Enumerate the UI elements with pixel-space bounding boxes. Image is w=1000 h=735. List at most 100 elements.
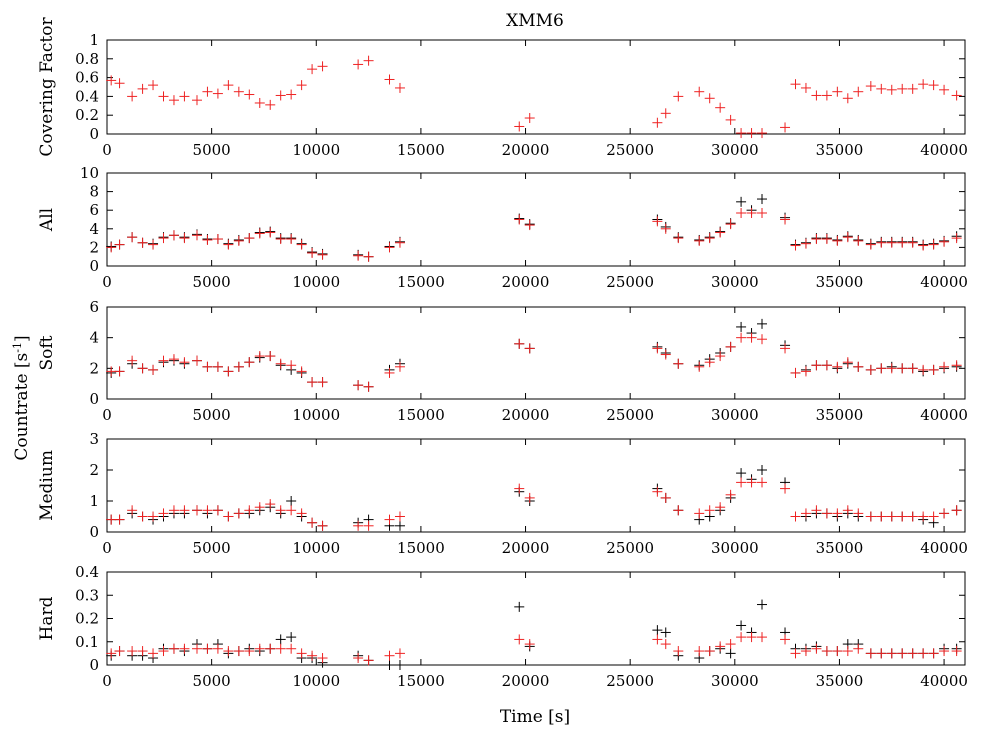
y-tick-label: 6 [89, 298, 99, 316]
data-point [736, 620, 747, 631]
data-point [286, 496, 297, 506]
data-point [384, 242, 395, 253]
x-tick-label: 10000 [292, 539, 340, 557]
y-tick-label: 0.6 [75, 69, 99, 87]
data-point [317, 377, 328, 388]
data-point [114, 239, 125, 250]
data-point [876, 363, 887, 374]
data-point [886, 648, 897, 659]
data-point [244, 357, 255, 368]
data-point [928, 80, 939, 91]
data-point [736, 468, 747, 479]
data-point [275, 234, 286, 245]
y-tick-label: 2 [89, 359, 99, 377]
data-point [736, 207, 747, 218]
data-point [191, 355, 202, 366]
data-point [907, 237, 918, 248]
data-point [800, 366, 811, 377]
data-point [384, 367, 395, 378]
data-point [296, 508, 307, 519]
x-tick-label: 30000 [711, 406, 759, 424]
data-point [127, 505, 138, 516]
data-point [790, 79, 801, 90]
x-tick-label: 25000 [606, 672, 654, 690]
data-point [127, 355, 138, 366]
data-point [127, 646, 138, 657]
data-point [394, 361, 405, 372]
data-point [137, 237, 148, 248]
data-point [223, 511, 234, 522]
data-point [865, 81, 876, 92]
data-point [694, 508, 705, 519]
data-point [821, 90, 832, 101]
data-point [821, 360, 832, 371]
data-point [652, 117, 663, 128]
data-point [212, 643, 223, 654]
data-point [254, 228, 265, 239]
data-point [317, 520, 328, 531]
data-point [223, 239, 234, 250]
data-point [886, 84, 897, 95]
data-point [148, 239, 159, 250]
data-point [715, 502, 726, 513]
panel-frame [106, 306, 966, 400]
data-point [524, 113, 535, 124]
data-point [673, 646, 684, 657]
panel-hard: 0 0.1 0.2 0.3 0.4 0 5000 10000 15000 20000 25000 30… [37, 563, 968, 690]
data-point [275, 358, 286, 369]
x-tick-label: 0 [102, 273, 112, 291]
data-point [114, 366, 125, 377]
data-point [725, 639, 736, 650]
data-point [736, 332, 747, 343]
data-point [275, 90, 286, 101]
data-point [317, 653, 328, 664]
y-tick-label: 4 [89, 329, 99, 347]
data-point [114, 646, 125, 657]
data-point [233, 86, 244, 97]
y-tick-label: 0 [89, 523, 99, 541]
data-point [191, 643, 202, 654]
shared-y-axis-label-end: ] [12, 335, 32, 342]
data-point [928, 511, 939, 522]
data-point [191, 505, 202, 516]
data-point [353, 653, 364, 664]
data-point [907, 648, 918, 659]
data-point [254, 351, 265, 362]
data-point [660, 492, 671, 503]
y-tick-label: 0.4 [75, 87, 99, 105]
data-point [736, 632, 747, 643]
data-point [191, 230, 202, 241]
panel-frame [106, 438, 966, 533]
data-point [363, 251, 374, 262]
data-point [168, 354, 179, 365]
data-point [202, 505, 213, 516]
data-point [853, 643, 864, 654]
data-point [394, 520, 405, 531]
data-point [757, 632, 768, 643]
data-point [394, 648, 405, 659]
data-point [212, 88, 223, 99]
y-tick-label: 0 [89, 125, 99, 143]
data-point [114, 78, 125, 89]
y-tick-label: 1 [89, 492, 99, 510]
data-point [800, 82, 811, 93]
data-point [307, 247, 318, 258]
x-tick-label: 15000 [397, 406, 445, 424]
x-tick-label: 40000 [920, 672, 968, 690]
panel-covering-factor: 00.20.40.60.81 0 5000 10000 15000 20000 25000 3… [37, 17, 968, 159]
y-tick-label: 0 [89, 390, 99, 408]
y-tick-label: 0.2 [75, 610, 99, 628]
data-point [106, 648, 117, 659]
data-point [790, 367, 801, 378]
y-tick-label: 0.4 [75, 563, 99, 581]
x-tick-label: 20000 [502, 141, 550, 159]
y-tick-label: 1 [89, 31, 99, 49]
y-axis-label-hard: Hard [37, 596, 57, 640]
data-point [725, 114, 736, 125]
data-point [886, 237, 897, 248]
data-point [275, 643, 286, 654]
data-point [394, 237, 405, 248]
data-point [106, 242, 117, 253]
